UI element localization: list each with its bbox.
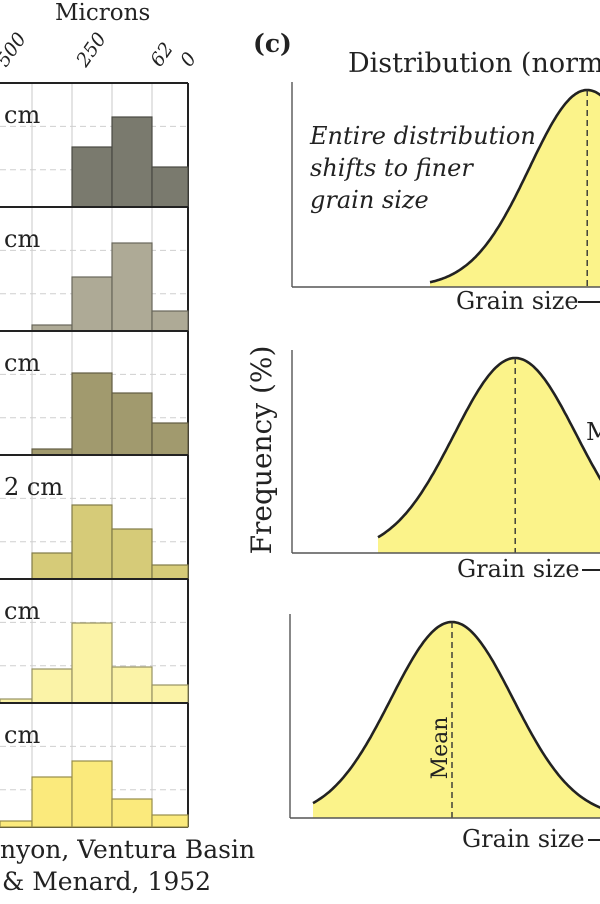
histogram-bar <box>71 622 113 704</box>
depth-label: cm <box>4 349 40 377</box>
distribution-title: Distribution (norma <box>348 48 600 79</box>
histogram-bar <box>111 666 153 704</box>
histogram-bar <box>111 242 153 332</box>
histogram-panel-4: 2 cm <box>0 454 189 580</box>
histogram-panel-3: cm <box>0 330 189 456</box>
distribution-fill <box>430 90 600 287</box>
distribution-fill <box>378 358 600 553</box>
histogram-bar <box>151 684 189 704</box>
histogram-bar <box>71 372 113 456</box>
histogram-bar <box>111 528 153 580</box>
histogram-bar <box>151 310 189 332</box>
caption-line1: nyon, Ventura Basin <box>0 835 255 864</box>
histogram-bar <box>0 820 33 828</box>
histogram-bar <box>31 776 73 828</box>
histogram-bar <box>71 146 113 208</box>
caption-line2: & Menard, 1952 <box>2 867 211 896</box>
histogram-bar <box>111 116 153 208</box>
histogram-panel-6: cm <box>0 702 189 828</box>
histogram-bar <box>151 564 189 580</box>
histogram-bar <box>111 392 153 456</box>
depth-label: cm <box>4 721 40 749</box>
annotation-line3: grain size <box>310 186 429 214</box>
annotation-line2: shifts to finer <box>310 154 474 182</box>
histogram-bar <box>31 552 73 580</box>
histogram-panel-1: cm <box>0 82 189 208</box>
histogram-panel-5: cm <box>0 578 189 704</box>
micron-tick-62: 62 <box>146 38 178 70</box>
histogram-bar <box>151 814 189 828</box>
frequency-ylabel: Frequency (%) <box>245 346 278 555</box>
distribution-curve <box>312 620 600 809</box>
histogram-bar <box>151 422 189 456</box>
micron-tick-0: 0 <box>176 48 201 71</box>
histogram-bar <box>71 276 113 332</box>
histogram-bar <box>71 760 113 828</box>
depth-label: cm <box>4 225 40 253</box>
distribution-curves <box>289 82 600 841</box>
left-axis-ticks: 500 250 620 <box>0 29 201 72</box>
histogram-bar <box>151 166 189 208</box>
distribution-fill <box>313 622 600 818</box>
mean-label: Mean <box>428 717 453 780</box>
partial-label-m: M <box>586 418 600 446</box>
annotation-line1: Entire distribution <box>309 122 536 150</box>
depth-label: 2 cm <box>4 473 63 501</box>
distribution-curve <box>377 356 600 539</box>
microns-header: Microns <box>55 0 150 26</box>
grain-size-label-3: Grain size <box>462 825 585 853</box>
distribution-plot-2 <box>291 350 600 571</box>
depth-label: cm <box>4 597 40 625</box>
grain-size-label-1: Grain size <box>456 287 579 315</box>
distribution-plot-1 <box>291 82 600 303</box>
distribution-plot-3 <box>289 614 600 841</box>
histogram-bar <box>71 504 113 580</box>
left-histogram-panels: cm cm cm 2 cm cm cm <box>0 82 189 828</box>
micron-tick-250: 250 <box>72 29 111 72</box>
histogram-panel-2: cm <box>0 206 189 332</box>
depth-label: cm <box>4 101 40 129</box>
grain-size-label-2: Grain size <box>457 555 580 583</box>
distribution-curve <box>429 88 600 284</box>
micron-tick-500: 500 <box>0 29 31 71</box>
histogram-bar <box>111 798 153 828</box>
panel-label-c: (c) <box>253 29 292 58</box>
histogram-bar <box>31 668 73 704</box>
